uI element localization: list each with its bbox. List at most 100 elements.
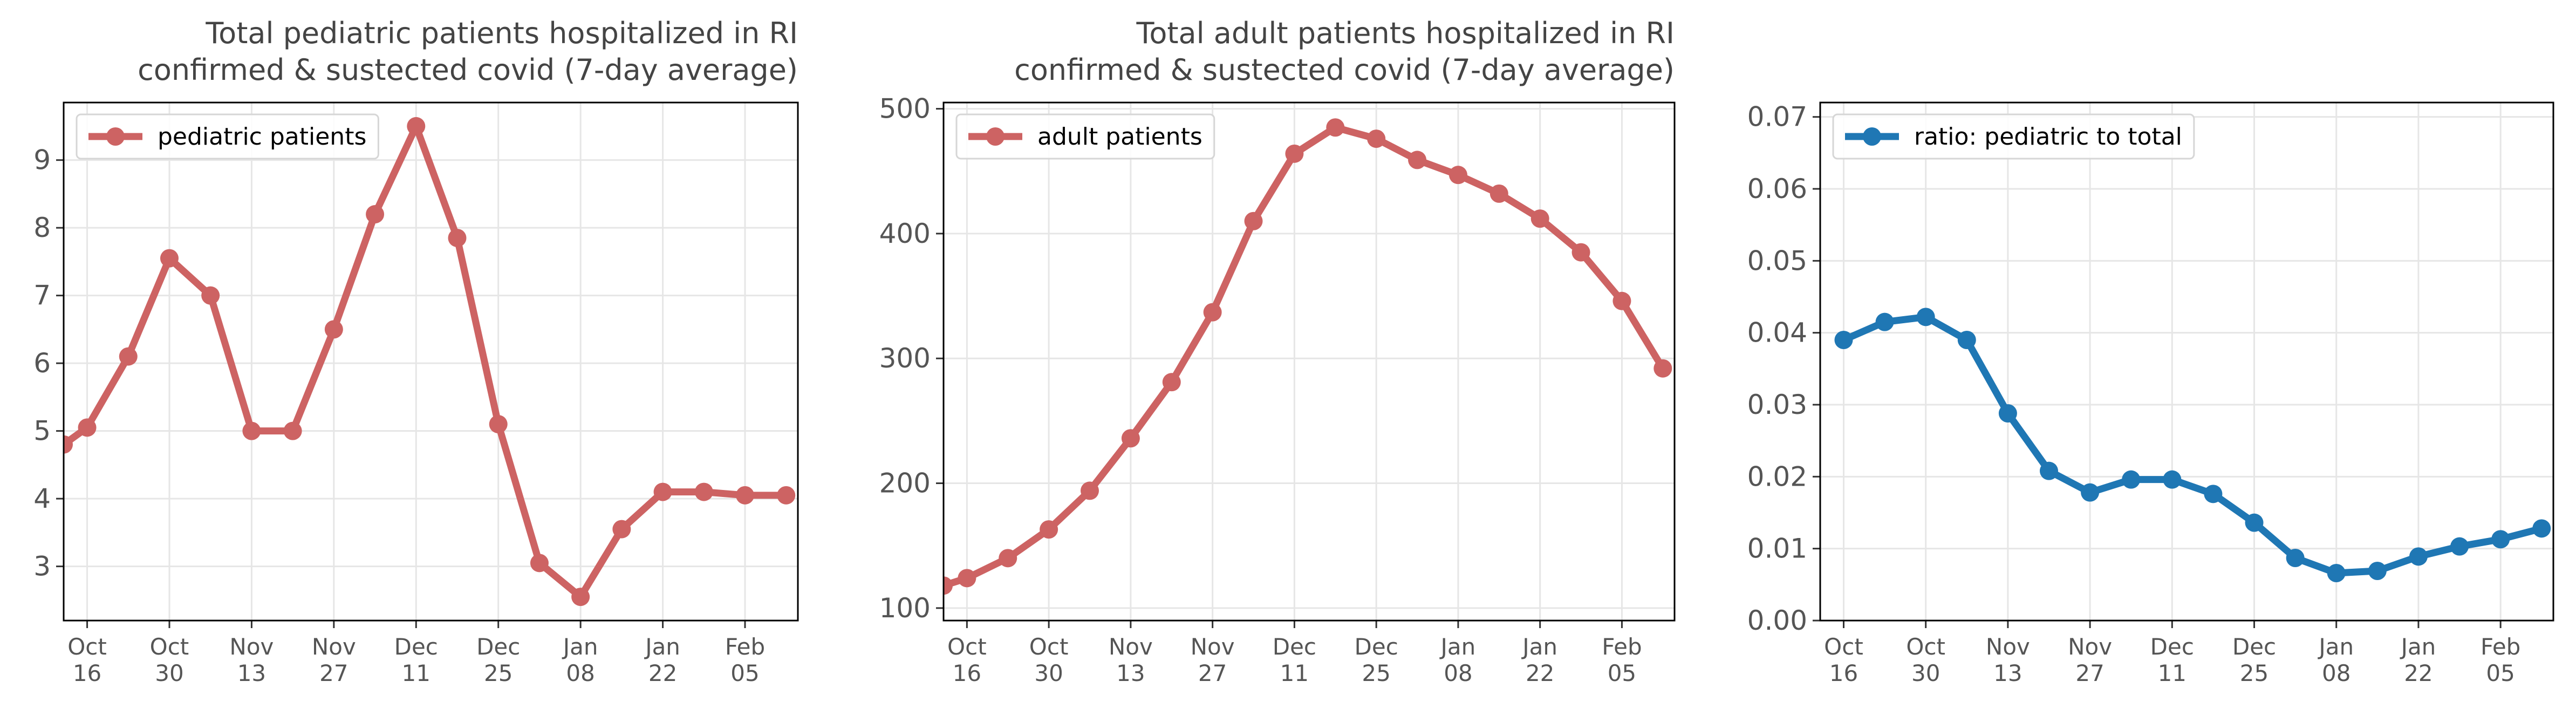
data-point: [1244, 212, 1263, 230]
y-tick-label: 5: [33, 416, 51, 447]
data-point: [119, 347, 138, 366]
chart-title-line-2: confirmed & sustected covid (7-day avera…: [138, 53, 798, 87]
data-point: [2286, 549, 2305, 567]
data-point: [1612, 291, 1631, 310]
x-tick-label-month: Oct: [67, 634, 107, 660]
data-point: [2204, 485, 2223, 503]
x-tick-label-month: Oct: [150, 634, 189, 660]
x-tick-label-day: 08: [1444, 660, 1472, 686]
y-tick-label: 0.05: [1747, 245, 1807, 276]
y-tick-label: 4: [33, 483, 51, 514]
x-tick-label-day: 30: [1034, 660, 1063, 686]
data-point: [2409, 547, 2428, 566]
y-tick-label: 200: [879, 468, 931, 499]
x-tick-label-month: Feb: [2481, 634, 2520, 660]
x-tick-label-month: Dec: [394, 634, 438, 660]
x-tick-label-month: Dec: [2150, 634, 2194, 660]
x-tick-label-day: 30: [1911, 660, 1940, 686]
series-group: [1834, 308, 2551, 582]
data-point: [2450, 537, 2469, 556]
y-tick-label: 6: [33, 348, 51, 379]
data-point: [407, 117, 426, 135]
data-point: [958, 569, 976, 588]
x-tick-label-day: 05: [730, 660, 759, 686]
data-point: [2163, 470, 2182, 489]
data-point: [1998, 404, 2017, 423]
x-tick-label-month: Feb: [725, 634, 765, 660]
data-point: [489, 415, 508, 434]
x-tick-label-month: Nov: [312, 634, 356, 660]
data-point: [1834, 331, 1853, 349]
x-tick-label-day: 05: [1608, 660, 1636, 686]
x-tick-label-month: Jan: [1521, 634, 1557, 660]
series-group: [64, 117, 796, 607]
data-point: [694, 482, 713, 501]
chart-pediatric-patients: Total pediatric patients hospitalized in…: [33, 16, 799, 686]
x-tick-label-month: Dec: [1355, 634, 1398, 660]
data-point: [201, 286, 220, 305]
data-point: [1326, 118, 1345, 137]
x-tick-label-day: 11: [2158, 660, 2186, 686]
x-tick-label-day: 16: [1829, 660, 1858, 686]
x-tick-label-month: Nov: [2068, 634, 2112, 660]
data-point: [1408, 151, 1427, 169]
x-tick-label-month: Oct: [1824, 634, 1863, 660]
x-tick-label-day: 13: [1116, 660, 1145, 686]
data-point: [2532, 519, 2551, 538]
data-point: [160, 249, 179, 268]
data-point: [2491, 530, 2510, 549]
legend-box: [1832, 113, 2195, 160]
x-tick-label-month: Nov: [229, 634, 274, 660]
axes-frame: [942, 101, 1676, 622]
x-tick-label-day: 27: [1198, 660, 1227, 686]
y-tick-label: 3: [33, 551, 51, 582]
x-tick-label-day: 16: [73, 660, 101, 686]
data-point: [2040, 461, 2059, 480]
data-point: [366, 205, 385, 224]
data-point: [1489, 184, 1508, 203]
y-tick-label: 0.04: [1747, 317, 1807, 349]
data-point: [999, 549, 1017, 568]
x-tick-label-month: Dec: [476, 634, 520, 660]
y-tick-label: 0.01: [1747, 533, 1807, 564]
data-point: [1916, 308, 1935, 326]
chart-title-line-1: Total adult patients hospitalized in RI: [1136, 16, 1675, 50]
data-point: [324, 320, 343, 339]
legend-marker: [106, 127, 125, 146]
data-point: [283, 421, 302, 440]
x-tick-label-month: Oct: [1906, 634, 1945, 660]
x-tick-label-day: 13: [237, 660, 266, 686]
legend-box: [76, 113, 379, 160]
series-line: [944, 124, 1666, 589]
x-tick-label-day: 08: [2322, 660, 2350, 686]
x-tick-label-day: 27: [319, 660, 348, 686]
data-point: [944, 576, 953, 595]
y-tick-label: 400: [879, 218, 931, 249]
chart-adult-patients: Total adult patients hospitalized in RI …: [879, 16, 1676, 686]
x-tick-label-month: Nov: [1986, 634, 2030, 660]
legend-label: adult patients: [1037, 123, 1202, 151]
data-point: [2368, 562, 2387, 580]
x-tick-label-month: Jan: [2400, 634, 2436, 660]
data-point: [1367, 130, 1386, 148]
x-tick-label-month: Jan: [644, 634, 680, 660]
x-tick-label-month: Oct: [947, 634, 987, 660]
data-point: [1530, 209, 1549, 228]
x-tick-label-day: 22: [648, 660, 677, 686]
series-line: [1840, 313, 2545, 577]
x-tick-label-day: 27: [2075, 660, 2104, 686]
y-tick-label: 0.06: [1747, 173, 1807, 205]
x-tick-label-day: 22: [1526, 660, 1554, 686]
data-point: [2327, 564, 2346, 582]
data-point: [530, 554, 549, 573]
data-point: [1203, 303, 1222, 322]
x-tick-label-month: Nov: [1109, 634, 1153, 660]
chart-pediatric-ratio: 0.000.010.020.030.040.050.060.07Oct16Oct…: [1747, 101, 2554, 686]
data-point: [1571, 243, 1590, 262]
x-tick-label-month: Jan: [562, 634, 598, 660]
y-tick-label: 500: [879, 93, 931, 125]
x-tick-label-day: 16: [953, 660, 981, 686]
series-line: [64, 122, 790, 601]
x-tick-label-day: 22: [2404, 660, 2432, 686]
